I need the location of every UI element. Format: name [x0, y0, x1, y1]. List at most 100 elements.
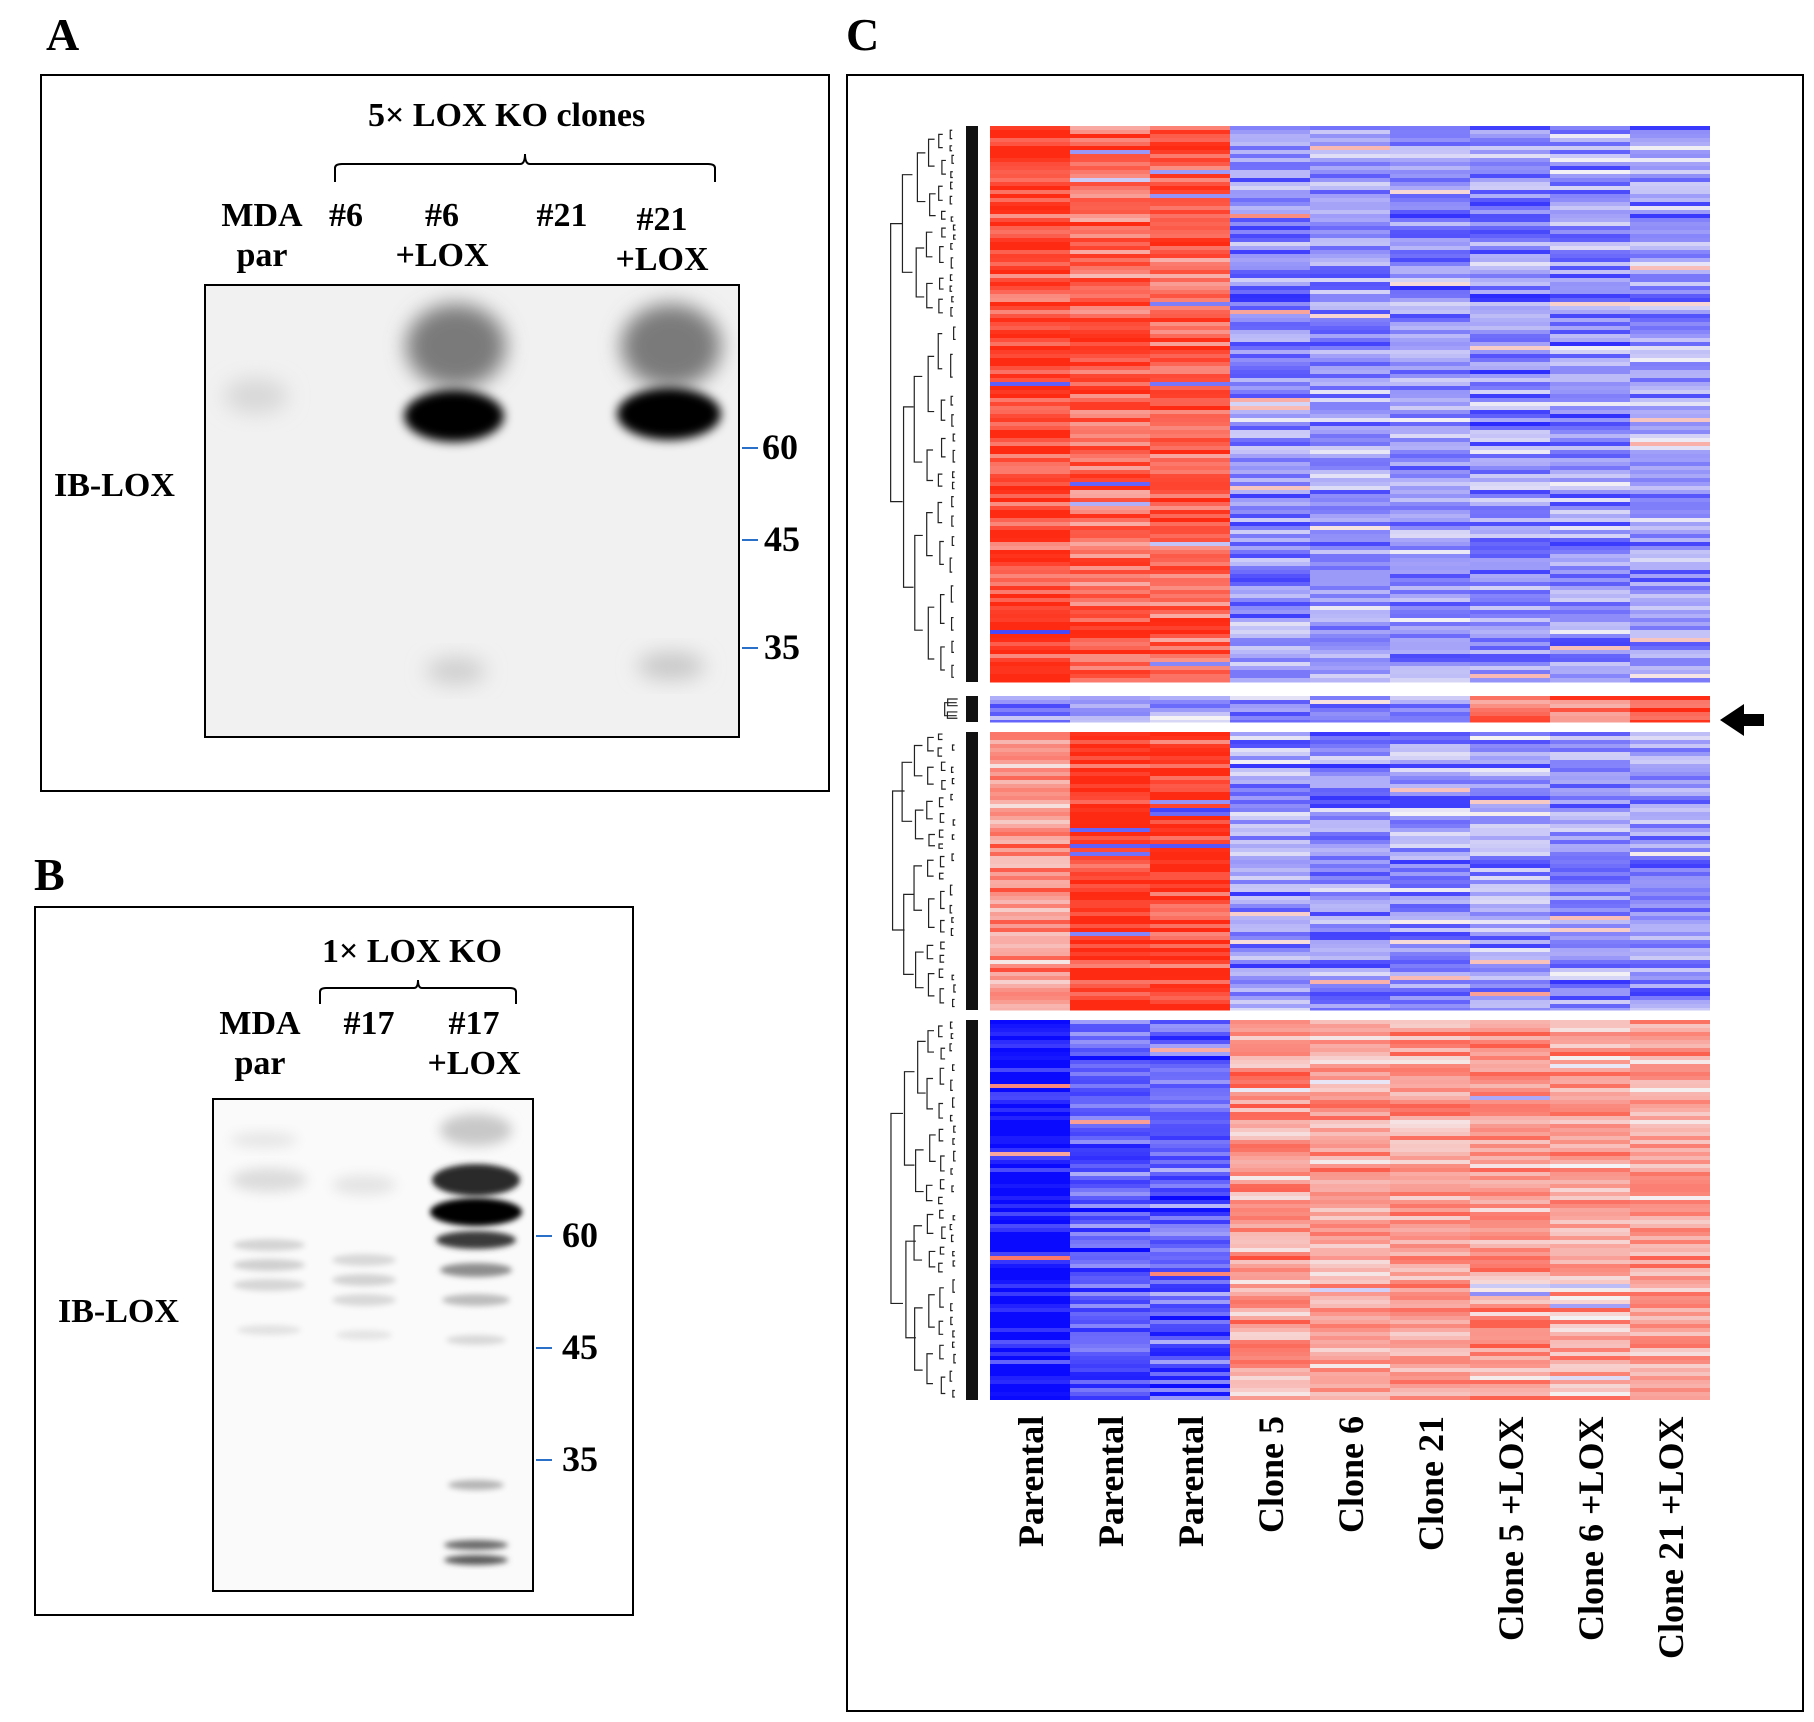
heatmap-cell — [1550, 884, 1630, 889]
heatmap-cell — [1070, 780, 1150, 785]
heatmap-cell — [1550, 622, 1630, 627]
heatmap-cell — [1150, 1308, 1230, 1313]
heatmap-cell — [1550, 306, 1630, 311]
heatmap-cell — [990, 1136, 1070, 1141]
heatmap-cell — [1390, 322, 1470, 327]
heatmap-cell — [1630, 674, 1710, 679]
dendrogram-branch — [951, 853, 955, 862]
heatmap-cell — [1310, 1380, 1390, 1385]
heatmap-cell — [1070, 1236, 1150, 1241]
heatmap-cell — [1230, 1224, 1310, 1229]
heatmap-cell — [1390, 518, 1470, 523]
heatmap-cell — [990, 1284, 1070, 1289]
heatmap-cell — [990, 732, 1070, 737]
heatmap-cell — [1630, 438, 1710, 443]
heatmap-cell — [1230, 414, 1310, 419]
heatmap-cell — [1550, 422, 1630, 427]
heatmap-cell — [1230, 534, 1310, 539]
heatmap-cell — [1550, 554, 1630, 559]
heatmap-cell — [1470, 650, 1550, 655]
heatmap-cell — [1550, 670, 1630, 675]
dendrogram-branch — [951, 481, 955, 490]
heatmap-cell — [1550, 708, 1630, 713]
heatmap-cell — [1470, 1048, 1550, 1053]
panel-b-ib-label: IB-LOX — [58, 1293, 179, 1330]
heatmap-cell — [990, 948, 1070, 953]
heatmap-cell — [1470, 1232, 1550, 1237]
heatmap-cell — [1630, 322, 1710, 327]
heatmap-cell — [1230, 294, 1310, 299]
heatmap-cell — [990, 1080, 1070, 1085]
dendrogram-leaves — [966, 696, 978, 722]
heatmap-cell — [1630, 1396, 1710, 1400]
heatmap-cell — [1630, 1196, 1710, 1201]
heatmap-cell — [1070, 1388, 1150, 1393]
heatmap-cell — [1150, 984, 1230, 989]
heatmap-cell — [1230, 226, 1310, 231]
heatmap-cell — [1630, 214, 1710, 219]
heatmap-cell — [990, 526, 1070, 531]
heatmap-cell — [1390, 876, 1470, 881]
heatmap-cell — [1150, 314, 1230, 319]
heatmap-cell — [1390, 430, 1470, 435]
heatmap-cell — [1310, 658, 1390, 663]
heatmap-cell — [990, 1148, 1070, 1153]
heatmap-cell — [1390, 1072, 1470, 1077]
heatmap-cell — [1390, 218, 1470, 223]
heatmap-cell — [1230, 354, 1310, 359]
heatmap-cell — [1470, 940, 1550, 945]
heatmap-cell — [1310, 394, 1390, 399]
marker-a-35: 35 — [764, 627, 800, 667]
heatmap-cell — [1310, 876, 1390, 881]
heatmap-cell — [1070, 960, 1150, 965]
heatmap-cell — [1390, 142, 1470, 147]
heatmap-cell — [1310, 880, 1390, 885]
heatmap-cell — [1390, 170, 1470, 175]
heatmap-cell — [1630, 928, 1710, 933]
heatmap-cell — [990, 1128, 1070, 1133]
heatmap-cell — [1550, 634, 1630, 639]
heatmap-cell — [1230, 1072, 1310, 1077]
heatmap-cell — [1470, 486, 1550, 491]
heatmap-cell — [1470, 1308, 1550, 1313]
heatmap-cell — [990, 1028, 1070, 1033]
heatmap-cell — [1550, 286, 1630, 291]
heatmap-cell — [1070, 258, 1150, 263]
heatmap-cell — [1150, 936, 1230, 941]
heatmap-cell — [990, 662, 1070, 667]
heatmap-cell — [1550, 836, 1630, 841]
heatmap-cell — [1550, 944, 1630, 949]
heatmap-cell — [1230, 1180, 1310, 1185]
heatmap-cell — [1630, 780, 1710, 785]
heatmap-cell — [1390, 1024, 1470, 1029]
heatmap-cell — [1630, 876, 1710, 881]
heatmap-cell — [1070, 370, 1150, 375]
heatmap-cell — [990, 206, 1070, 211]
heatmap-cell — [1390, 234, 1470, 239]
heatmap-cell — [1470, 1108, 1550, 1113]
dendrogram-branch — [949, 884, 953, 896]
heatmap-cell — [1230, 230, 1310, 235]
dendrogram-branch — [939, 855, 945, 868]
heatmap-cell — [1470, 976, 1550, 981]
heatmap-cell — [1390, 598, 1470, 603]
heatmap-cell — [1630, 346, 1710, 351]
heatmap-cell — [1550, 700, 1630, 705]
heatmap-cell — [1230, 756, 1310, 761]
heatmap-cell — [1550, 186, 1630, 191]
band-a-mda — [224, 378, 288, 414]
heatmap-cell — [1630, 1308, 1710, 1313]
heatmap-cell — [1150, 506, 1230, 511]
heatmap-cell — [1390, 888, 1470, 893]
heatmap-cell — [990, 904, 1070, 909]
heatmap-cell — [990, 1348, 1070, 1353]
heatmap-cell — [1150, 760, 1230, 765]
heatmap-cell — [990, 988, 1070, 993]
heatmap-cell — [990, 884, 1070, 889]
heatmap-cell — [990, 880, 1070, 885]
heatmap-cell — [1230, 1312, 1310, 1317]
dendrogram-branch — [953, 1150, 956, 1162]
heatmap-cell — [1470, 996, 1550, 1001]
heatmap-cell — [1470, 808, 1550, 813]
heatmap-cell — [990, 1164, 1070, 1169]
